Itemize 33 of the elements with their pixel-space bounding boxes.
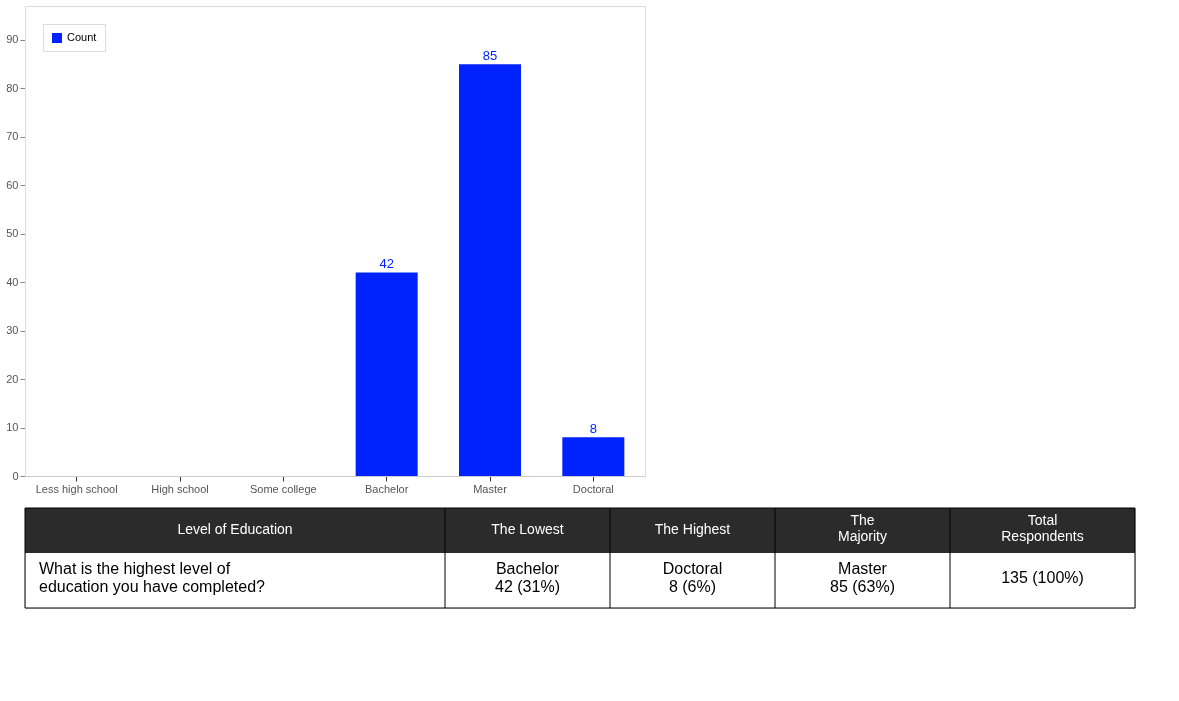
y-tick-label: 30 — [6, 324, 19, 337]
bar — [355, 272, 418, 476]
text: The Majority — [837, 512, 888, 544]
bar — [562, 437, 625, 476]
text: Level of Education — [177, 521, 293, 537]
y-tick-label: 10 — [6, 421, 19, 434]
text: Doctoral 8 (6%) — [662, 560, 723, 595]
x-tick-label: Master — [473, 482, 508, 495]
bar — [459, 64, 521, 476]
x-tick-label: Bachelor — [364, 482, 409, 495]
text: 42 — [379, 256, 394, 272]
y-tick-label: 40 — [6, 275, 19, 288]
x-tick-label: Some college — [250, 482, 317, 495]
text: 8 — [589, 421, 597, 437]
x-tick-label: High school — [151, 482, 209, 495]
text: 135 (100%) — [1001, 569, 1084, 586]
x-tick-label: Less high school — [35, 482, 118, 495]
y-tick-label: 60 — [6, 178, 19, 191]
text: Total Respondents — [1001, 512, 1084, 544]
text: Bachelor 42 (31%) — [495, 560, 560, 595]
y-tick-label: 0 — [12, 469, 19, 482]
legend-label: Count — [67, 31, 97, 43]
text: Master 85 (63%) — [830, 560, 895, 595]
text: The Highest — [654, 521, 731, 537]
text: What is the highest level of education you have completed? — [39, 560, 266, 595]
text: 85 — [482, 48, 498, 64]
text: The Lowest — [491, 521, 564, 537]
y-tick-label: 90 — [6, 33, 19, 46]
y-tick-label: 70 — [6, 130, 19, 143]
y-tick-label: 50 — [6, 227, 19, 240]
y-tick-label: 20 — [6, 372, 19, 385]
y-tick-label: 80 — [6, 81, 19, 94]
x-tick-label: Doctoral — [572, 482, 614, 495]
